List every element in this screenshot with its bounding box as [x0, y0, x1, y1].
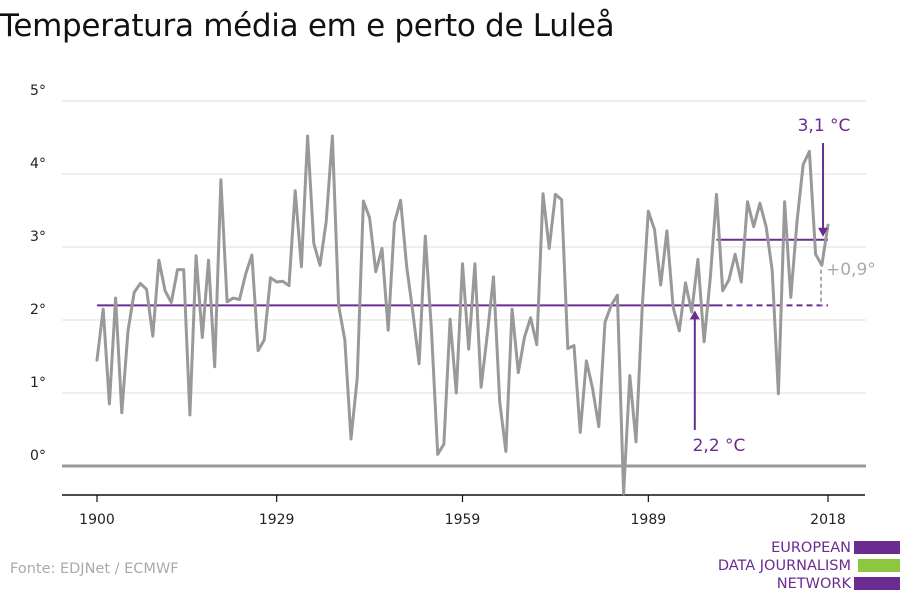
logo-line-3: NETWORK	[776, 576, 851, 592]
baseline-arrow-head	[689, 310, 700, 320]
y-tick-label-4: 4°	[30, 156, 46, 172]
y-tick-label-1: 1°	[30, 375, 46, 391]
x-tick-label-2018: 2018	[810, 512, 846, 528]
y-tick-label-3: 3°	[30, 229, 46, 245]
x-tick-label-1989: 1989	[631, 512, 667, 528]
x-tick-label-1959: 1959	[445, 512, 481, 528]
x-tick-label-1929: 1929	[259, 512, 295, 528]
logo-bar-purple-top	[854, 541, 900, 554]
x-axis: 1900 1929 1959 1989 2018	[62, 494, 865, 528]
series-lines	[95, 134, 830, 496]
source-note: Fonte: EDJNet / ECMWF	[10, 561, 179, 577]
temperature-line-chart: 0° 1° 2° 3° 4° 5° 1900 1929 1959 1989 2018 +0,9° 3…	[30, 83, 876, 528]
y-tick-label-2: 2°	[30, 302, 46, 318]
recent-arrow-head	[818, 227, 829, 237]
y-tick-label-5: 5°	[30, 83, 46, 99]
baseline-label: 2,2 °C	[693, 436, 746, 456]
logo-bar-purple-bottom	[854, 577, 900, 590]
logo-line-2: DATA JOURNALISM	[717, 558, 851, 574]
y-tick-label-0: 0°	[30, 448, 46, 464]
annotations: +0,9° 3,1 °C 2,2 °C	[689, 116, 876, 456]
recent-average-label: 3,1 °C	[798, 116, 851, 136]
gridlines	[62, 100, 866, 468]
x-tick-label-1900: 1900	[79, 512, 115, 528]
logo-line-1: EUROPEAN	[771, 540, 851, 556]
difference-label: +0,9°	[826, 260, 876, 280]
logo-bar-green	[858, 559, 900, 572]
chart-title: Temperatura média em e perto de Luleå	[0, 8, 615, 44]
temperature-series-line	[95, 134, 830, 496]
edjnet-logo: EUROPEAN DATA JOURNALISM NETWORK	[700, 538, 900, 596]
y-axis-ticks: 0° 1° 2° 3° 4° 5°	[30, 83, 46, 464]
